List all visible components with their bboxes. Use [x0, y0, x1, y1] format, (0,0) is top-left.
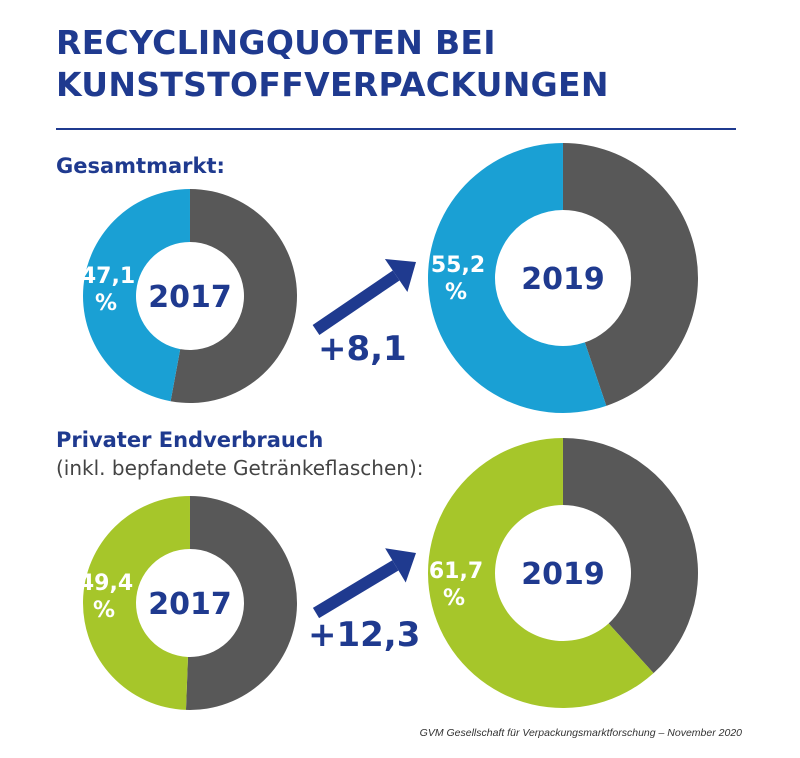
donut-unit-label: % — [93, 598, 115, 623]
donut-recycling-slice — [427, 143, 607, 413]
donut-value-label: 47,1 — [81, 264, 135, 289]
change-value-label: +8,1 — [318, 329, 407, 369]
donut-unit-label: % — [445, 280, 467, 305]
donut-remainder-slice — [563, 143, 698, 406]
donut-remainder-slice — [563, 438, 698, 674]
donut-remainder-slice — [170, 189, 298, 403]
trend-arrow-shaft — [312, 560, 399, 619]
donut-recycling-slice — [427, 438, 654, 708]
donut-unit-label: % — [443, 586, 465, 611]
donut-value-label: 49,4 — [79, 571, 133, 596]
donut-year-label: 2017 — [148, 587, 232, 622]
trend-arrow-shaft — [312, 270, 400, 335]
section-sublabel: (inkl. bepfandete Getränkeflaschen): — [56, 456, 424, 480]
donut-recycling-slice — [83, 496, 190, 710]
donut-remainder-slice — [185, 496, 297, 710]
title-line-1: RECYCLINGQUOTEN BEI — [56, 23, 496, 62]
donut-year-label: 2019 — [521, 262, 605, 297]
page-title: RECYCLINGQUOTEN BEI KUNSTSTOFFVERPACKUNG… — [56, 22, 609, 106]
title-line-2: KUNSTSTOFFVERPACKUNGEN — [56, 65, 609, 104]
donut-value-label: 55,2 — [431, 253, 485, 278]
donut-year-label: 2017 — [148, 280, 232, 315]
donut-value-label: 61,7 — [429, 559, 483, 584]
donut-unit-label: % — [95, 291, 117, 316]
donut-year-label: 2019 — [521, 557, 605, 592]
change-value-label: +12,3 — [308, 615, 420, 655]
donut-recycling-slice — [82, 189, 190, 402]
title-divider — [56, 128, 736, 130]
trend-arrow-icon — [384, 258, 416, 293]
section-label-gesamtmarkt: Gesamtmarkt: — [56, 154, 225, 178]
trend-arrow-icon — [385, 548, 416, 583]
section-label-privater-endverbrauch: Privater Endverbrauch — [56, 428, 324, 452]
source-note: GVM Gesellschaft für Verpackungsmarktfor… — [419, 727, 742, 739]
